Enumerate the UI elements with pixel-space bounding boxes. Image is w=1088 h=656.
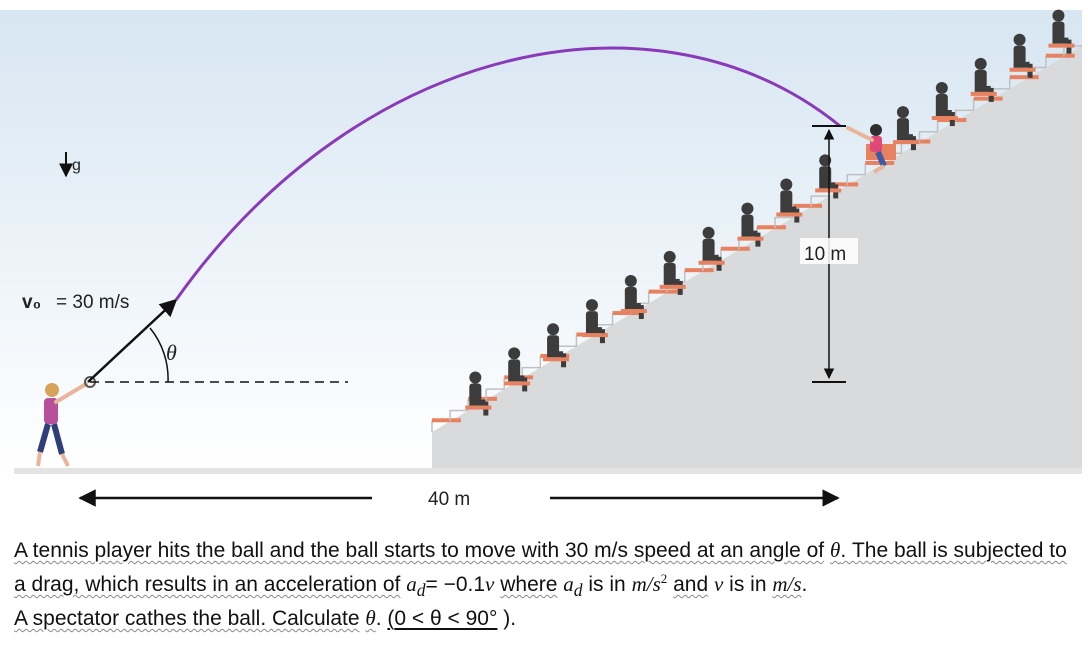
problem-text-3: A spectator cathes the ball. Calculate [14,607,360,631]
stand-step [449,409,469,422]
ground [14,468,1082,474]
stand-step [521,366,541,379]
spectator [776,178,803,223]
stand-seat [720,246,750,251]
velocity-symbol-2: v [713,572,724,596]
catching-spectator [846,124,896,174]
stand-seat [757,225,786,230]
spectator [465,371,492,416]
problem-text-where: where [500,573,558,596]
stand-step [918,131,938,143]
spectator [970,57,997,102]
range-close: ). [503,607,517,631]
spectator [504,347,531,392]
stand-seat [432,418,461,423]
problem-text-is-in: is in [588,573,626,596]
stand-seat [829,182,859,187]
projectile-diagram: g v₀ = 30 m/s θ 10 m 40 m [0,9,1082,510]
stand-step [485,388,505,400]
problem-period: . [801,573,808,596]
spectator [1009,33,1036,78]
stand-step [774,216,794,229]
stand-seat [793,203,822,208]
drag-accel-symbol: ad [406,572,426,601]
stand-seat [1045,53,1075,58]
stand-seat [684,268,714,273]
angle-range: 0 < θ < 90° [394,607,498,631]
velocity-symbol: v [485,572,495,596]
height-label: 10 m [804,244,846,265]
range-open: ( [387,607,395,631]
drag-coefficient: = −0.1 [425,573,486,596]
spectator [931,82,958,127]
spectators [465,9,1075,416]
tennis-player [36,376,96,467]
spectator [1048,9,1075,54]
stand-step [846,173,866,186]
stand-seat [1009,75,1039,80]
angle-arc [149,327,169,383]
ball-trajectory [174,46,841,301]
stand-seat [648,289,678,294]
gravity-label: g [72,157,81,174]
velocity-value: = 30 m/s [56,292,129,313]
angle-label: θ [166,340,177,365]
drag-accel-symbol-2: ad [563,572,583,601]
stand-step [810,195,830,207]
velocity-unit: m/s [772,572,802,596]
spectator [737,202,764,247]
problem-statement: A tennis player hits the ball and the ba… [14,536,1080,633]
distance-label: 40 m [428,489,470,510]
acceleration-unit: m/s2 [631,571,668,596]
spectator [620,275,647,320]
stand-seat [612,311,642,316]
stand-seat [973,96,1003,101]
spectator [659,250,686,295]
problem-text-is-in-2: is in [729,573,767,596]
problem-text-2: . The ball is subjected to a drag, which… [14,539,1067,596]
problem-text-and: and [673,573,709,596]
spectator [892,106,919,151]
spectator [698,226,725,271]
spectator [581,299,608,344]
problem-period-2: . [375,607,382,631]
initial-velocity-vector [87,298,178,383]
stands [431,9,1082,468]
velocity-symbol: v₀ [22,292,41,313]
stand-seat [468,396,497,401]
theta-symbol-2: θ [365,606,376,631]
problem-text-1: A tennis player hits the ball and the ba… [14,539,825,562]
theta-symbol: θ [829,538,841,562]
spectator [543,323,570,368]
